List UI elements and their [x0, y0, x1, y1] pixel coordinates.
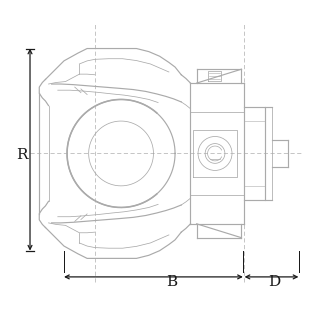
Text: D: D — [268, 275, 280, 289]
Text: R: R — [16, 148, 27, 162]
Text: B: B — [166, 275, 178, 289]
